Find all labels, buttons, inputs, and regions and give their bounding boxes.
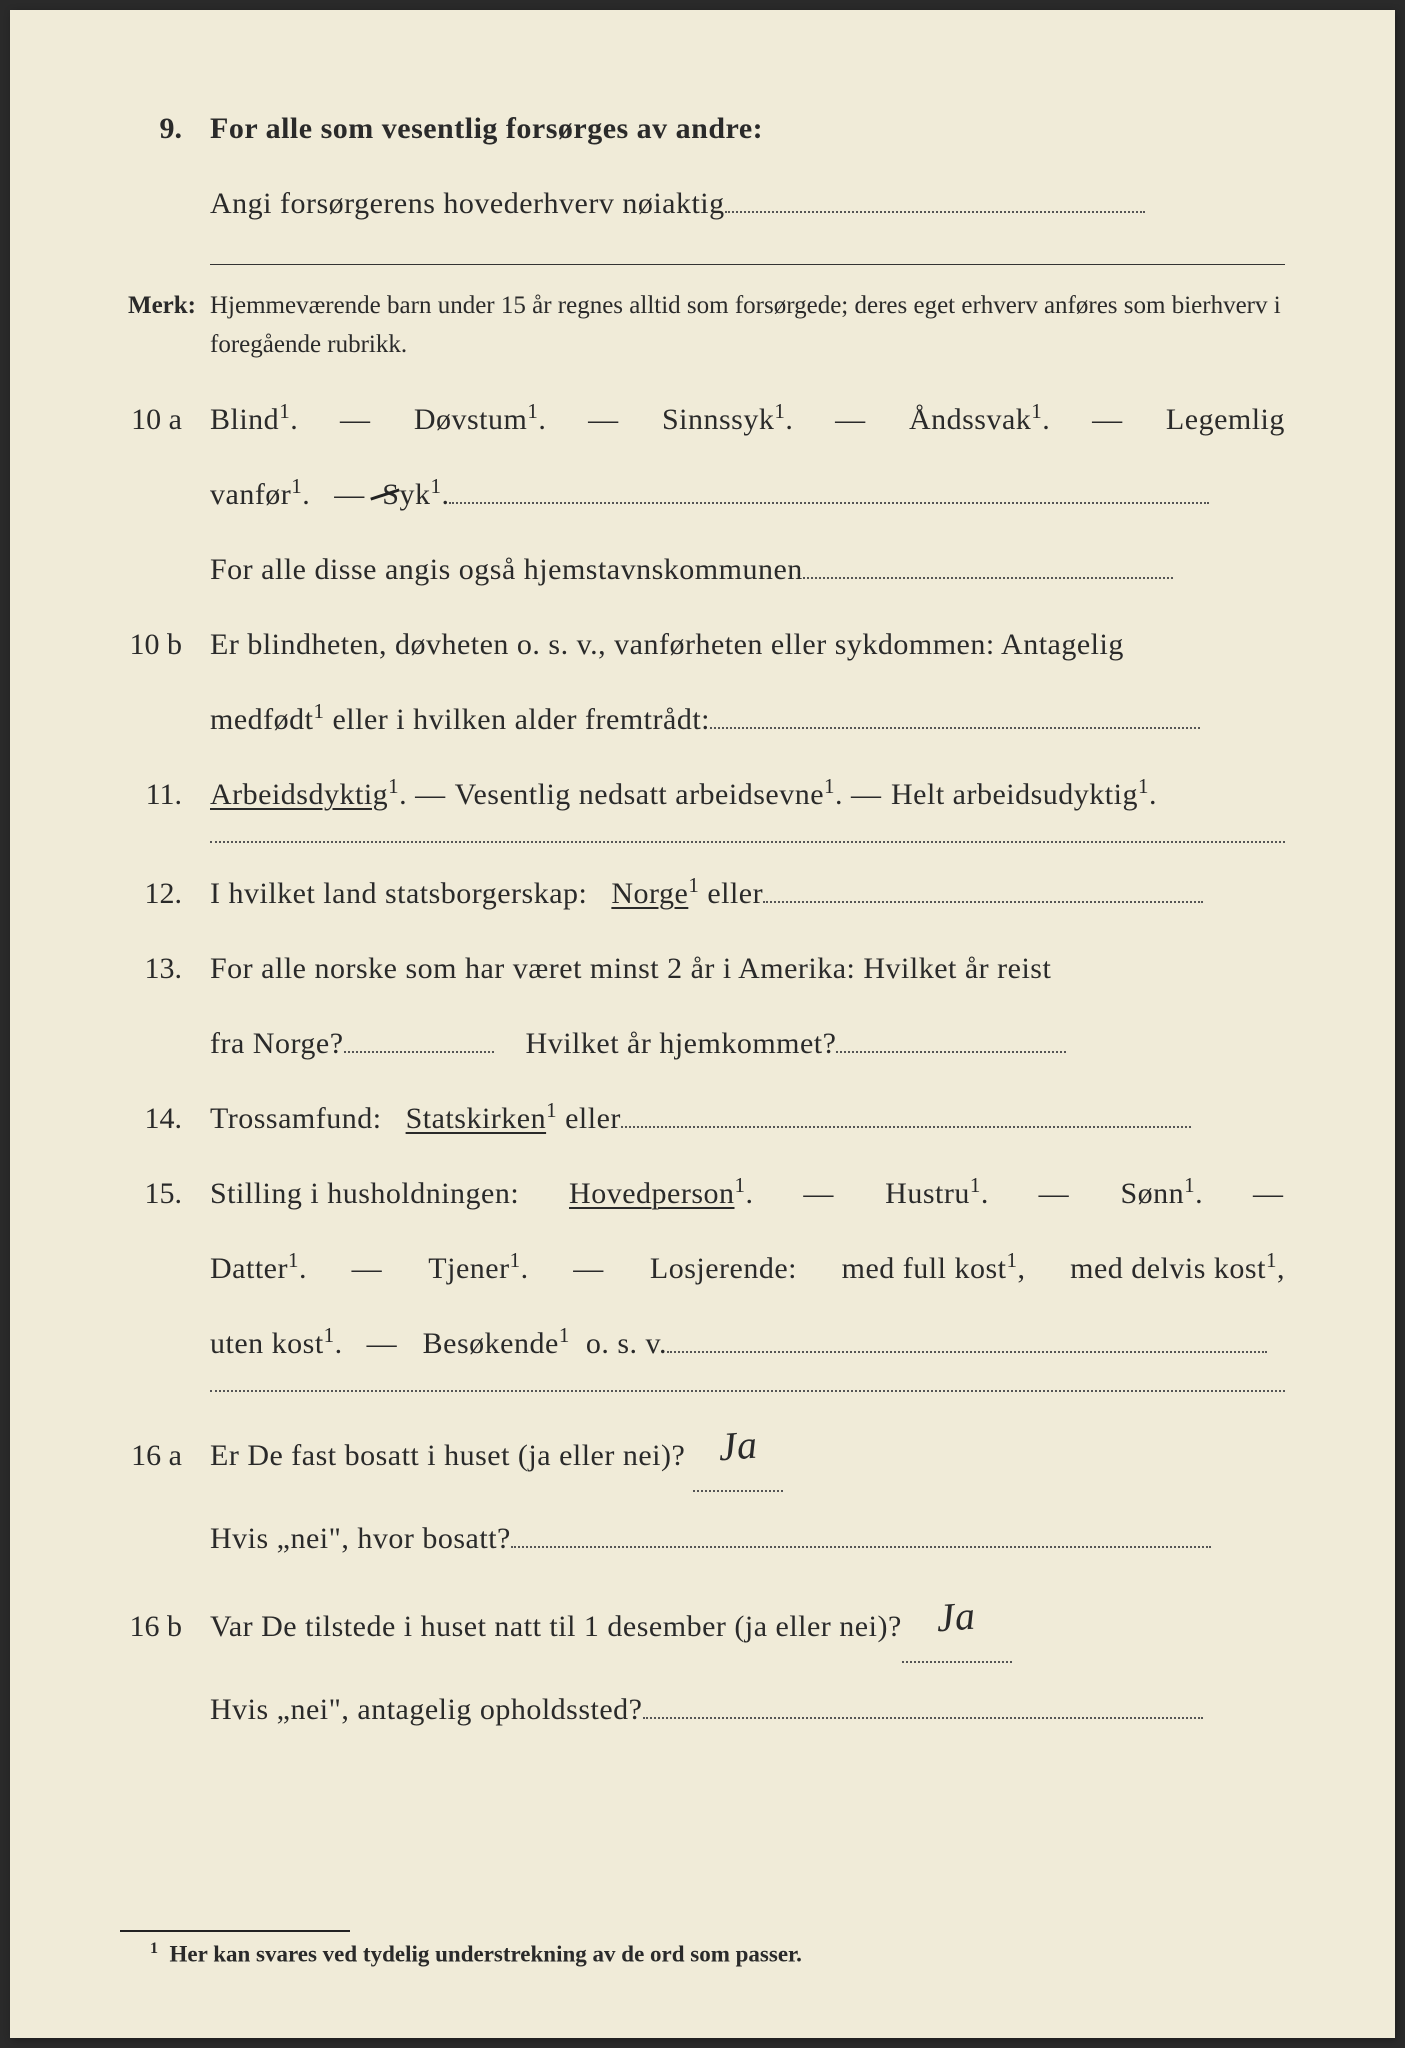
q10a-opt1: Blind [210, 403, 279, 436]
q15-blank [667, 1351, 1267, 1353]
q11-opt3: Helt arbeidsudyktig [891, 778, 1138, 811]
q10a-opt4: Åndssvak [909, 403, 1031, 436]
q10b-line2: medfødt1 eller i hvilken alder fremtrådt… [120, 691, 1285, 748]
q15-line1: 15. Stilling i husholdningen: Hovedperso… [120, 1165, 1285, 1222]
q16a-line2: Hvis „nei", hvor bosatt? [120, 1510, 1285, 1567]
q16b-text1: Var De tilstede i huset natt til 1 desem… [210, 1610, 902, 1643]
q16a-number: 16 a [120, 1427, 210, 1484]
q9-text1: For alle som vesentlig forsørges av andr… [210, 100, 1285, 157]
q15-opt3: Sønn [1120, 1177, 1184, 1210]
q12-text2: eller [707, 877, 763, 910]
q13-number: 13. [120, 940, 210, 997]
q15-opt7: med delvis kost [1070, 1252, 1266, 1285]
q14: 14. Trossamfund: Statskirken1 eller [120, 1090, 1285, 1147]
q14-text2: eller [565, 1102, 621, 1135]
q10b-text1: Er blindheten, døvheten o. s. v., vanfør… [210, 616, 1285, 673]
q15-opt2: Hustru [885, 1177, 970, 1210]
q11-opt2: Vesentlig nedsatt arbeidsevne [455, 778, 824, 811]
q9-blank [725, 211, 1145, 213]
q15-opt6: med full kost [842, 1252, 1007, 1285]
q10a-opt5: Legemlig [1166, 391, 1285, 448]
q11-opt1: Arbeidsdyktig [210, 778, 388, 811]
q13-line2: fra Norge? Hvilket år hjemkommet? [120, 1015, 1285, 1072]
q10b-line1: 10 b Er blindheten, døvheten o. s. v., v… [120, 616, 1285, 673]
footnote-marker: 1 [150, 1940, 158, 1957]
q13-blank1 [344, 1051, 494, 1053]
q16a-line1: 16 a Er De fast bosatt i huset (ja eller… [120, 1414, 1285, 1492]
q13-text1: For alle norske som har været minst 2 år… [210, 940, 1285, 997]
q16a-blank [511, 1546, 1211, 1548]
q10a-blank2 [803, 577, 1173, 579]
q15-text3: o. s. v. [586, 1327, 667, 1360]
footnote-text: Her kan svares ved tydelig understreknin… [170, 1942, 802, 1967]
q14-number: 14. [120, 1090, 210, 1147]
footnote-rule [120, 1930, 350, 1932]
q16a-answer-blank: Ja [693, 1414, 783, 1492]
q10a-line1: 10 a Blind1. — Døvstum1. — Sinnssyk1. — … [120, 391, 1285, 448]
merk-label: Merk: [120, 287, 210, 365]
q11: 11. Arbeidsdyktig1. — Vesentlig nedsatt … [120, 766, 1285, 823]
q16a-text1: Er De fast bosatt i huset (ja eller nei)… [210, 1439, 685, 1472]
q15-opt5: Tjener [428, 1252, 509, 1285]
divider-2 [210, 841, 1285, 843]
q12-blank [763, 901, 1203, 903]
q10a-line3: For alle disse angis også hjemstavnskomm… [120, 541, 1285, 598]
q12-number: 12. [120, 865, 210, 922]
q16b-answer: Ja [934, 1577, 978, 1656]
q15-opt8: uten kost [210, 1327, 324, 1360]
q16b-line2: Hvis „nei", antagelig opholdssted? [120, 1681, 1285, 1738]
q10a-opt2: Døvstum [414, 403, 528, 436]
q15-text2: Losjerende: [650, 1240, 797, 1297]
q9-line2: Angi forsørgerens hovederhverv nøiaktig [120, 175, 1285, 232]
q13-blank2 [836, 1051, 1066, 1053]
q14-opt: Statskirken [406, 1102, 547, 1135]
q15-line3: uten kost1. — Besøkende1 o. s. v. [120, 1315, 1285, 1372]
q12: 12. I hvilket land statsborgerskap: Norg… [120, 865, 1285, 922]
q14-text1: Trossamfund: [210, 1102, 382, 1135]
q10b-blank [710, 727, 1200, 729]
q16a-answer: Ja [716, 1406, 760, 1485]
q10a-opt3: Sinnssyk [662, 403, 774, 436]
q13-line1: 13. For alle norske som har været minst … [120, 940, 1285, 997]
q9-text2: Angi forsørgerens hovederhverv nøiaktig [210, 187, 725, 220]
q14-blank [621, 1126, 1191, 1128]
q16b-number: 16 b [120, 1598, 210, 1655]
q11-number: 11. [120, 766, 210, 823]
q16b-text2: Hvis „nei", antagelig opholdssted? [210, 1693, 643, 1726]
merk-text: Hjemmeværende barn under 15 år regnes al… [210, 287, 1285, 365]
merk-note: Merk: Hjemmeværende barn under 15 år reg… [120, 287, 1285, 365]
q16b-blank [643, 1717, 1203, 1719]
q12-text1: I hvilket land statsborgerskap: [210, 877, 587, 910]
q10a-vanfor: vanfør [210, 478, 291, 511]
census-form-page: 9. For alle som vesentlig forsørges av a… [10, 10, 1395, 2038]
q13-text2b: Hvilket år hjemkommet? [526, 1027, 837, 1060]
footnote: 1 Her kan svares ved tydelig understrekn… [120, 1930, 1285, 1968]
q16a-text2: Hvis „nei", hvor bosatt? [210, 1522, 511, 1555]
q16b-answer-blank: Ja [902, 1585, 1012, 1663]
q15-opt9: Besøkende [423, 1327, 559, 1360]
q9-line1: 9. For alle som vesentlig forsørges av a… [120, 100, 1285, 157]
q15-opt1: Hovedperson [569, 1177, 734, 1210]
divider-3 [210, 1390, 1285, 1392]
q15-number: 15. [120, 1165, 210, 1222]
q13-text2a: fra Norge? [210, 1027, 344, 1060]
q10a-line2: vanfør1. — Syk1. [120, 466, 1285, 523]
q9-number: 9. [120, 100, 210, 157]
q10b-text2: eller i hvilken alder fremtrådt: [332, 703, 710, 736]
divider-1 [210, 264, 1285, 265]
q10a-blank1 [449, 502, 1209, 504]
q15-line2: Datter1. — Tjener1. — Losjerende: med fu… [120, 1240, 1285, 1297]
q10b-medfodt: medfødt [210, 703, 313, 736]
q12-opt: Norge [611, 877, 688, 910]
q10a-text3: For alle disse angis også hjemstavnskomm… [210, 553, 803, 586]
q10b-number: 10 b [120, 616, 210, 673]
q16b-line1: 16 b Var De tilstede i huset natt til 1 … [120, 1585, 1285, 1663]
q10a-syk: Syk [382, 466, 430, 523]
q10a-number: 10 a [120, 391, 210, 448]
q15-text1: Stilling i husholdningen: [210, 1165, 519, 1222]
q15-opt4: Datter [210, 1252, 288, 1285]
